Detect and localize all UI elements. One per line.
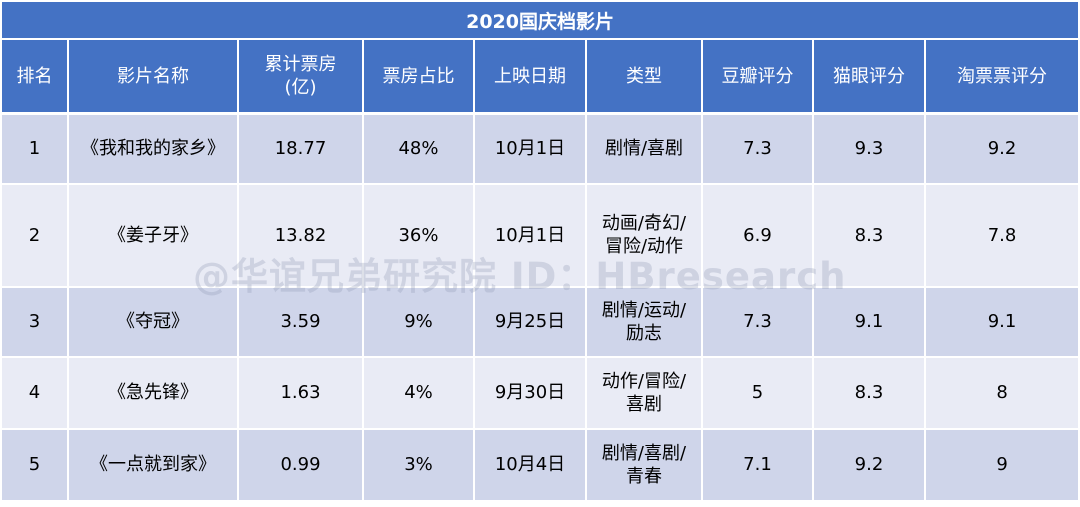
cell-maoyan-score: 8.3 [813, 183, 926, 288]
cell-share: 4% [363, 356, 475, 430]
header-share: 票房占比 [363, 39, 475, 115]
header-maoyan-score: 猫眼评分 [813, 39, 926, 115]
cell-genre: 动画/奇幻/ 冒险/动作 [586, 183, 703, 288]
cell-film-name: 《姜子牙》 [68, 183, 239, 288]
cell-share: 3% [363, 428, 475, 502]
header-box-office: 累计票房 (亿) [238, 39, 364, 115]
cell-box-office: 1.63 [238, 356, 364, 430]
table-row: 1 《我和我的家乡》 18.77 48% 10月1日 剧情/喜剧 7.3 9.3… [2, 113, 1079, 185]
cell-taopiaopiao-score: 9.1 [925, 286, 1079, 358]
table-row: 2 《姜子牙》 13.82 36% 10月1日 动画/奇幻/ 冒险/动作 6.9… [2, 183, 1079, 288]
cell-release-date: 9月30日 [474, 356, 587, 430]
cell-rank: 1 [2, 113, 69, 185]
cell-maoyan-score: 8.3 [813, 356, 926, 430]
cell-genre: 剧情/喜剧 [586, 113, 703, 185]
cell-film-name: 《我和我的家乡》 [68, 113, 239, 185]
cell-maoyan-score: 9.3 [813, 113, 926, 185]
table-row: 5 《一点就到家》 0.99 3% 10月4日 剧情/喜剧/ 青春 7.1 9.… [2, 428, 1079, 502]
cell-rank: 5 [2, 428, 69, 502]
cell-douban-score: 7.1 [702, 428, 814, 502]
cell-box-office: 13.82 [238, 183, 364, 288]
cell-maoyan-score: 9.2 [813, 428, 926, 502]
table-row: 3 《夺冠》 3.59 9% 9月25日 剧情/运动/ 励志 7.3 9.1 9… [2, 286, 1079, 358]
header-douban-score: 豆瓣评分 [702, 39, 814, 115]
cell-taopiaopiao-score: 7.8 [925, 183, 1079, 288]
header-film-name: 影片名称 [68, 39, 239, 115]
cell-douban-score: 7.3 [702, 113, 814, 185]
cell-film-name: 《一点就到家》 [68, 428, 239, 502]
cell-rank: 2 [2, 183, 69, 288]
cell-taopiaopiao-score: 9 [925, 428, 1079, 502]
cell-film-name: 《夺冠》 [68, 286, 239, 358]
header-rank: 排名 [2, 39, 69, 115]
cell-maoyan-score: 9.1 [813, 286, 926, 358]
table-row: 4 《急先锋》 1.63 4% 9月30日 动作/冒险/ 喜剧 5 8.3 8 [2, 356, 1079, 430]
cell-share: 9% [363, 286, 475, 358]
cell-genre: 剧情/喜剧/ 青春 [586, 428, 703, 502]
table-title: 2020国庆档影片 [2, 2, 1079, 40]
cell-rank: 3 [2, 286, 69, 358]
header-taopiaopiao-score: 淘票票评分 [925, 39, 1079, 115]
cell-film-name: 《急先锋》 [68, 356, 239, 430]
cell-douban-score: 5 [702, 356, 814, 430]
cell-taopiaopiao-score: 8 [925, 356, 1079, 430]
cell-rank: 4 [2, 356, 69, 430]
cell-box-office: 18.77 [238, 113, 364, 185]
cell-douban-score: 7.3 [702, 286, 814, 358]
header-row: 排名 影片名称 累计票房 (亿) 票房占比 上映日期 类型 豆瓣评分 猫眼评分 … [2, 39, 1079, 115]
cell-douban-score: 6.9 [702, 183, 814, 288]
cell-share: 36% [363, 183, 475, 288]
cell-genre: 动作/冒险/ 喜剧 [586, 356, 703, 430]
cell-release-date: 9月25日 [474, 286, 587, 358]
header-genre: 类型 [586, 39, 703, 115]
cell-share: 48% [363, 113, 475, 185]
header-release-date: 上映日期 [474, 39, 587, 115]
cell-box-office: 3.59 [238, 286, 364, 358]
cell-release-date: 10月1日 [474, 183, 587, 288]
cell-release-date: 10月1日 [474, 113, 587, 185]
cell-genre: 剧情/运动/ 励志 [586, 286, 703, 358]
cell-taopiaopiao-score: 9.2 [925, 113, 1079, 185]
cell-box-office: 0.99 [238, 428, 364, 502]
cell-release-date: 10月4日 [474, 428, 587, 502]
